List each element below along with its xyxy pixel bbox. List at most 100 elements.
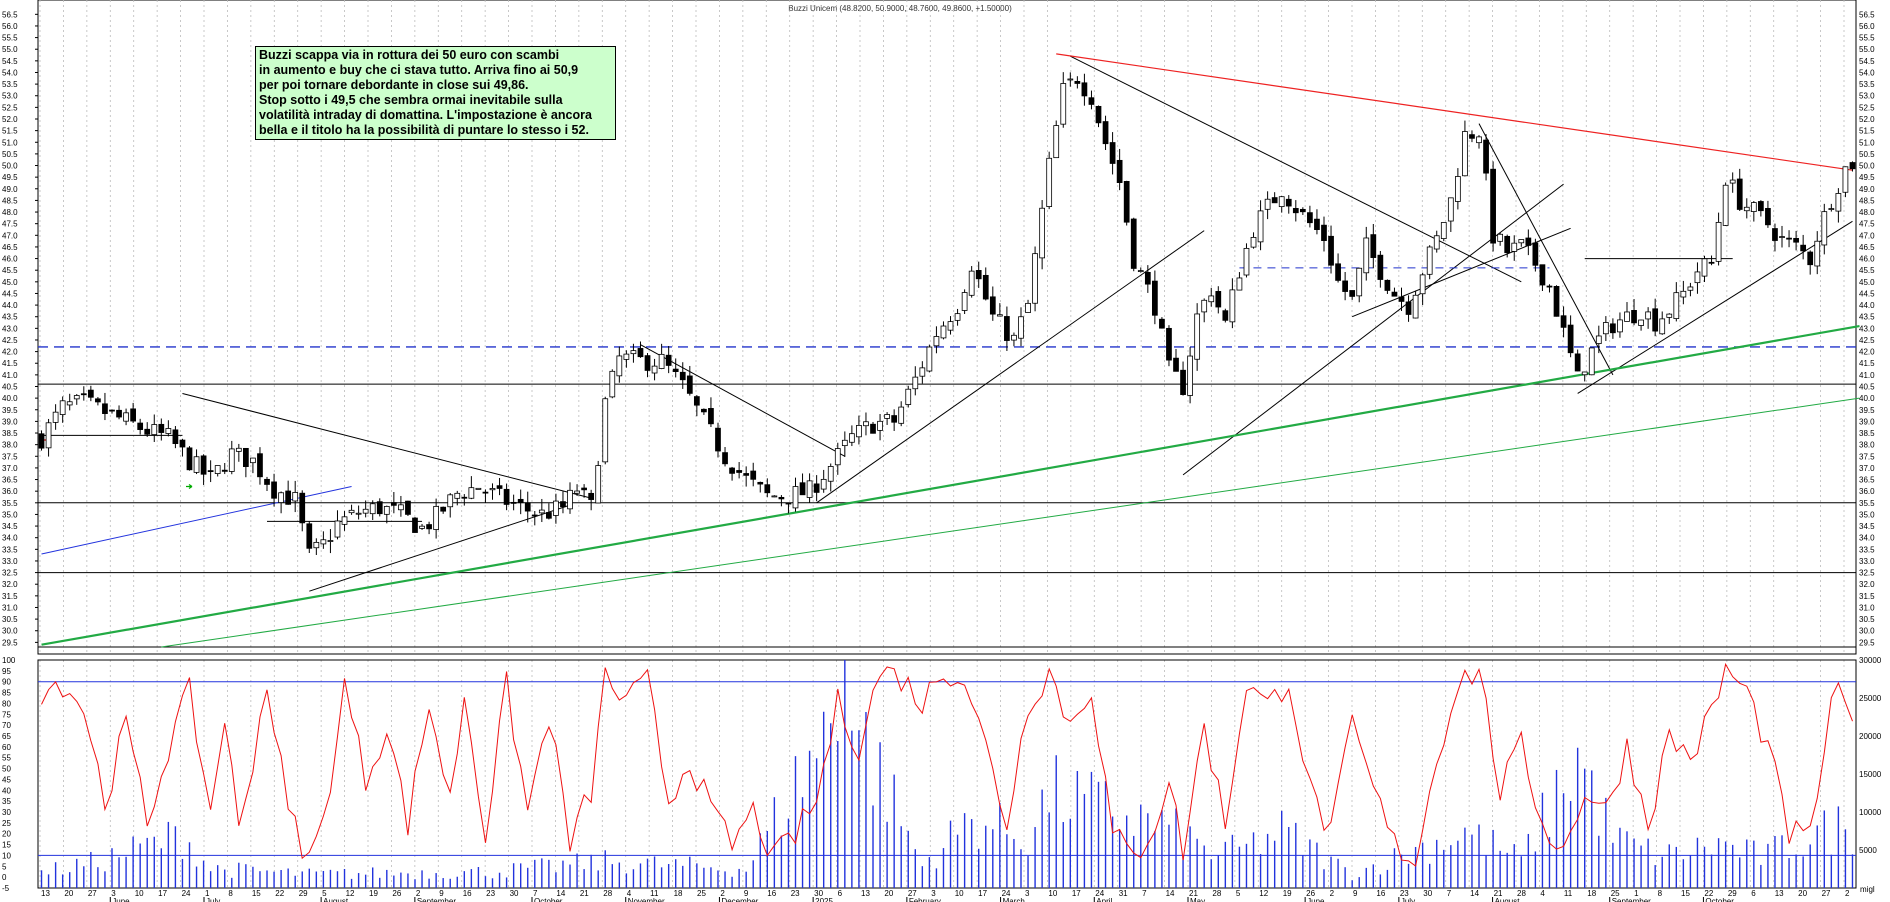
price-tick-label: 44.5: [1859, 289, 1875, 298]
candle-body: [1497, 233, 1504, 242]
month-label: July: [206, 897, 220, 902]
price-tick-label: 51.0: [1859, 138, 1875, 147]
candle-body: [1659, 318, 1666, 335]
price-tick-label: 42.5: [2, 336, 18, 345]
price-tick-label: 52.0: [1859, 115, 1875, 124]
candle-body: [1137, 270, 1144, 272]
candle-body: [1504, 235, 1511, 254]
price-tick-label: 36.5: [2, 476, 18, 485]
volume-tick-label: 25000: [1859, 694, 1882, 703]
candle-body: [658, 353, 665, 369]
date-tick-label: 14: [1166, 889, 1175, 898]
candle-body: [1391, 291, 1398, 297]
candle-body: [1567, 324, 1574, 354]
ascending-trendline: [309, 504, 571, 592]
candle-body: [193, 456, 200, 473]
price-tick-label: 51.0: [2, 138, 18, 147]
oscillator-series: [41, 662, 1853, 867]
date-tick-label: 27: [1822, 889, 1831, 898]
candle-body: [165, 428, 172, 434]
candle-body: [1743, 206, 1750, 212]
date-tick-label: 28: [1517, 889, 1526, 898]
candle-body: [271, 481, 277, 499]
analysis-annotation: Buzzi scappa via in rottura dei 50 euro …: [255, 46, 616, 140]
candle-body: [73, 395, 80, 400]
candle-body: [80, 393, 87, 396]
date-tick-label: 11: [650, 889, 659, 898]
candle-body: [1349, 290, 1356, 297]
price-tick-label: 36.5: [1859, 476, 1875, 485]
candle-body: [1208, 295, 1215, 303]
price-tick-label: 52.5: [2, 103, 18, 112]
price-tick-label: 56.0: [2, 22, 18, 31]
oscillator-tick-label: 100: [2, 656, 16, 665]
candle-body: [207, 470, 214, 473]
price-tick-label: 30.5: [2, 615, 18, 624]
price-tick-label: 44.5: [2, 289, 18, 298]
candle-body: [891, 415, 898, 423]
price-tick-label: 43.0: [1859, 324, 1875, 333]
candle-body: [1011, 334, 1017, 341]
date-tick-label: 20: [64, 889, 73, 898]
candle-body: [1638, 319, 1644, 326]
candle-body: [179, 439, 186, 448]
price-tick-label: 54.0: [2, 68, 18, 77]
date-tick-label: 18: [674, 889, 683, 898]
price-tick-label: 35.0: [2, 510, 18, 519]
candle-body: [637, 348, 644, 358]
candle-body: [66, 401, 73, 406]
candle-body: [1292, 208, 1299, 214]
candle-body: [975, 270, 982, 280]
candle-body: [1116, 159, 1123, 183]
candle-body: [954, 313, 961, 321]
date-tick-label: 26: [1306, 889, 1315, 898]
price-tick-label: 54.5: [1859, 57, 1875, 66]
month-label: November: [628, 897, 665, 902]
candle-body: [1166, 327, 1172, 361]
price-tick-label: 47.5: [2, 220, 18, 229]
date-tick-label: 13: [41, 889, 50, 898]
price-tick-label: 49.0: [1859, 185, 1875, 194]
price-tick-label: 46.5: [2, 243, 18, 252]
candle-body: [968, 270, 975, 296]
candle-body: [1518, 239, 1525, 244]
date-tick-label: 9: [439, 889, 444, 898]
candle-body: [144, 428, 151, 435]
date-tick-label: 10: [135, 889, 144, 898]
candle-body: [602, 398, 609, 463]
date-tick-label: 21: [1189, 889, 1198, 898]
date-tick-label: 20: [1798, 889, 1807, 898]
candle-body: [334, 520, 341, 538]
candle-body: [1264, 198, 1271, 210]
month-label: June: [112, 897, 130, 902]
candle-body: [1095, 105, 1102, 124]
candle-body: [644, 355, 651, 371]
price-tick-label: 48.0: [2, 208, 18, 217]
candle-body: [1462, 131, 1468, 177]
candle-body: [1173, 357, 1179, 372]
candle-body: [1046, 157, 1053, 207]
candle-body: [778, 496, 785, 500]
candle-body: [440, 506, 447, 512]
date-tick-label: 22: [275, 889, 284, 898]
date-tick-label: 22: [1704, 889, 1713, 898]
candle-body: [1356, 267, 1363, 297]
candle-body: [38, 433, 45, 449]
price-tick-label: 43.5: [1859, 313, 1875, 322]
candle-body: [870, 423, 876, 434]
candle-body: [940, 325, 947, 339]
price-tick-label: 49.5: [2, 173, 18, 182]
price-tick-label: 48.0: [1859, 208, 1875, 217]
candle-body: [1081, 82, 1088, 97]
candle-body: [320, 539, 327, 545]
candle-body: [933, 336, 940, 347]
volume-tick-label: 10000: [1859, 808, 1882, 817]
descending-trendline: [1478, 123, 1614, 376]
candle-body: [1060, 83, 1067, 125]
candle-body: [1511, 242, 1518, 252]
date-tick-label: 5: [1236, 889, 1241, 898]
candle-body: [1595, 335, 1602, 344]
price-tick-label: 55.5: [1859, 34, 1875, 43]
candle-body: [1835, 193, 1842, 212]
candlestick-series: [38, 72, 1856, 555]
